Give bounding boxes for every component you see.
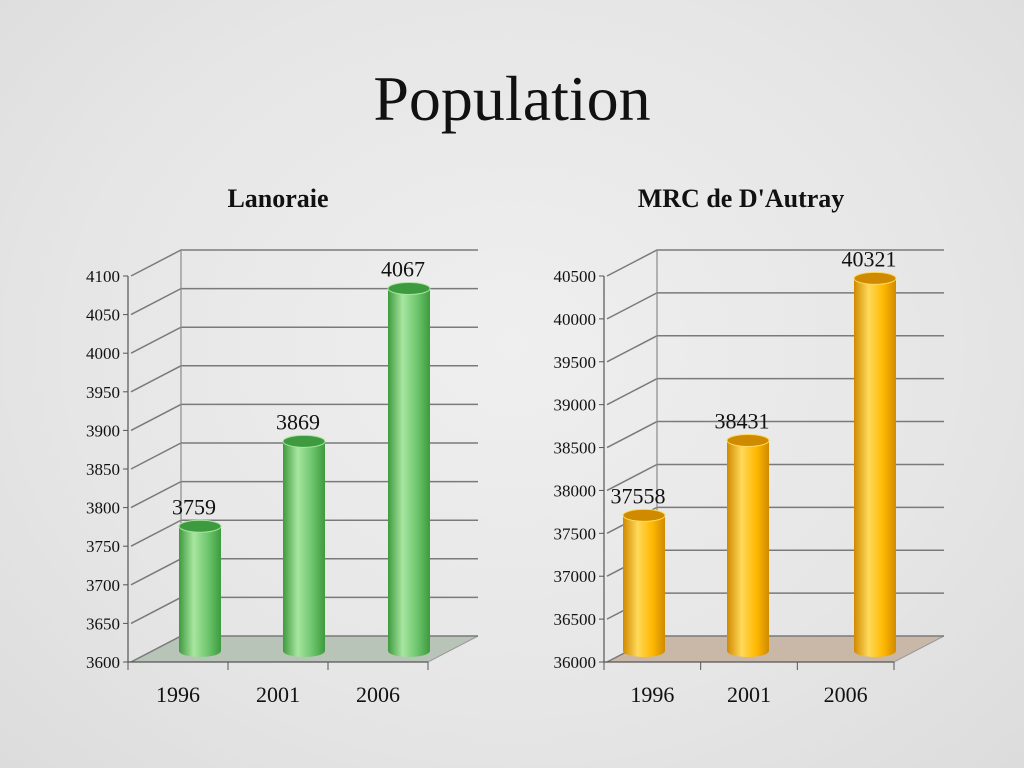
y-tick-label: 39500 [554, 353, 597, 372]
y-tick-label: 3800 [86, 499, 120, 518]
x-tick-label: 2001 [256, 682, 300, 707]
y-tick-label: 3950 [86, 383, 120, 402]
x-tick-label: 2006 [824, 682, 868, 707]
bar-top [178, 519, 222, 533]
y-tick-label: 38000 [554, 481, 597, 500]
x-tick-label: 2006 [356, 682, 400, 707]
y-tick-label: 40500 [554, 267, 597, 286]
y-tick-label: 4050 [86, 306, 120, 325]
bar [623, 515, 665, 657]
y-tick-label: 38500 [554, 439, 597, 458]
data-label: 40321 [842, 246, 897, 271]
y-tick-label: 40000 [554, 310, 597, 329]
lanoraie-chart: Lanoraie 3600 3650 3700 3750 3800 3850 3900 3950… [86, 184, 479, 707]
y-tick-label: 36000 [554, 653, 597, 672]
y-tick-label: 39000 [554, 396, 597, 415]
y-tick-label: 36500 [554, 610, 597, 629]
data-label: 37558 [611, 483, 666, 508]
mrc-dautray-chart: MRC de D'Autray 36000 36500 37000 37500 38000… [554, 184, 945, 707]
data-label: 3759 [172, 494, 216, 519]
y-tick-label: 3750 [86, 537, 120, 556]
data-label: 38431 [715, 408, 770, 433]
bar [283, 441, 325, 657]
data-label: 3869 [276, 409, 320, 434]
chart-title: Lanoraie [227, 184, 328, 213]
bar-top [726, 433, 770, 447]
y-tick-label: 3650 [86, 614, 120, 633]
bar [388, 288, 430, 657]
bar [179, 526, 221, 657]
chart-title: MRC de D'Autray [638, 184, 845, 213]
y-tick-label: 3850 [86, 460, 120, 479]
y-tick-label: 4100 [86, 267, 120, 286]
bar [854, 278, 896, 657]
data-label: 4067 [381, 256, 425, 281]
bar-top [622, 508, 666, 522]
x-tick-label: 1996 [630, 682, 674, 707]
x-tick-label: 2001 [727, 682, 771, 707]
bar-top [387, 281, 431, 295]
y-tick-label: 37000 [554, 567, 597, 586]
gridline [130, 249, 478, 277]
y-tick-label: 3900 [86, 421, 120, 440]
x-tick-label: 1996 [156, 682, 200, 707]
bar-top [282, 434, 326, 448]
y-tick-label: 3600 [86, 653, 120, 672]
y-tick-label: 37500 [554, 524, 597, 543]
bar-top [853, 271, 897, 285]
y-tick-label: 3700 [86, 576, 120, 595]
slide-title: Population [373, 63, 651, 134]
bar [727, 440, 769, 657]
y-tick-label: 4000 [86, 344, 120, 363]
